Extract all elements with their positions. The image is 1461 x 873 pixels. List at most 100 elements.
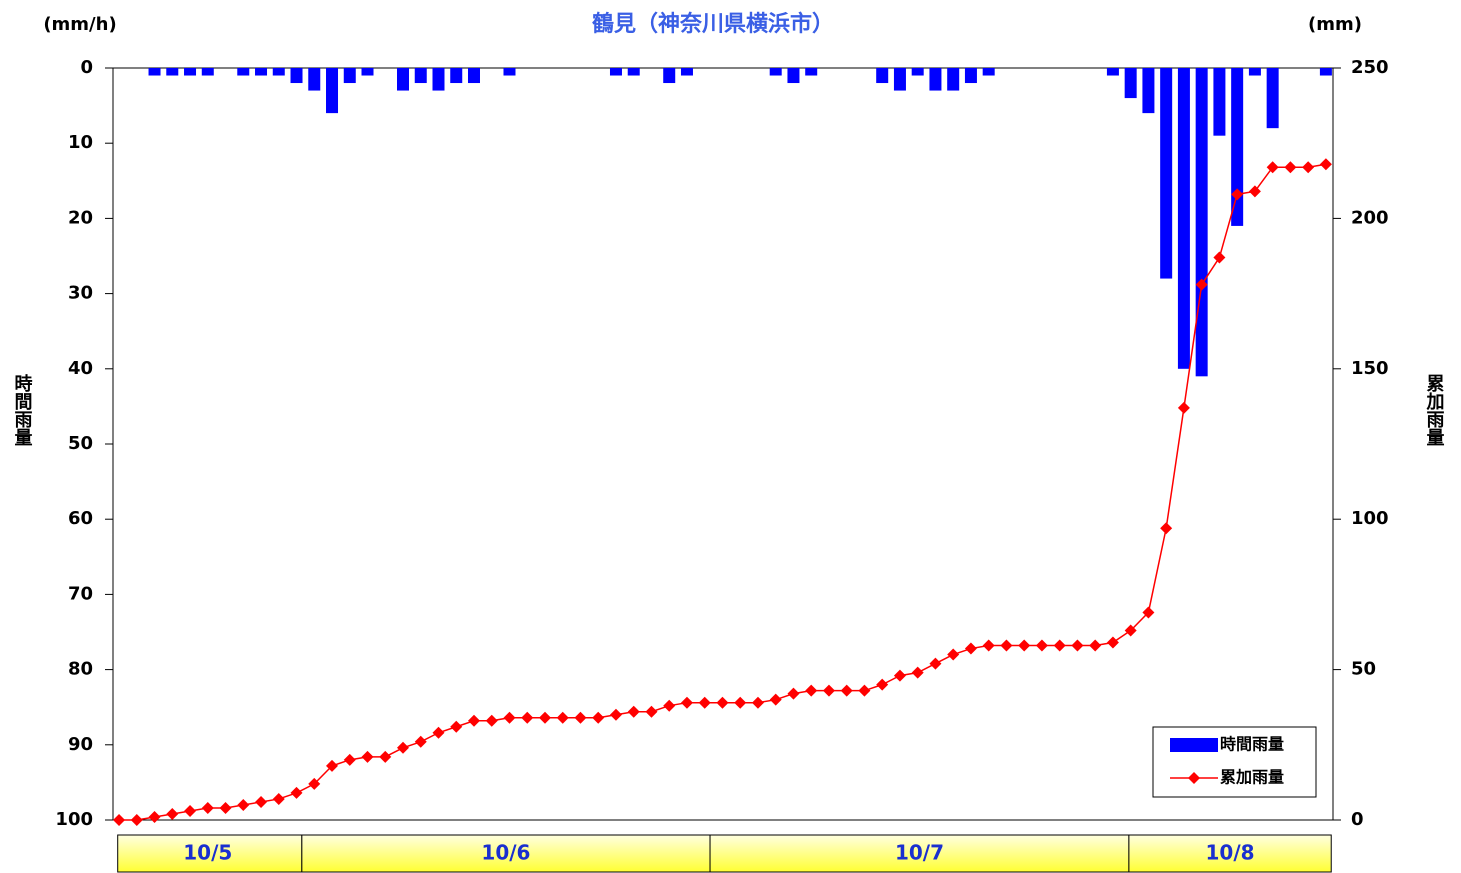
marker	[716, 696, 729, 709]
marker	[645, 705, 658, 718]
marker	[734, 696, 747, 709]
bar	[450, 68, 463, 84]
bar	[1231, 68, 1244, 226]
y-unit: (mm/h)	[43, 14, 116, 35]
date-label: 10/5	[183, 841, 232, 865]
marker	[1231, 188, 1244, 201]
bar	[1248, 68, 1261, 76]
y-tick-label: 90	[68, 734, 93, 755]
bar	[148, 68, 161, 76]
bar	[326, 68, 339, 114]
bar	[308, 68, 321, 91]
bar	[397, 68, 410, 91]
marker	[574, 711, 587, 724]
bar	[1213, 68, 1226, 136]
marker	[1248, 185, 1261, 198]
bar	[947, 68, 960, 91]
bar	[237, 68, 250, 76]
marker	[503, 711, 516, 724]
y2-tick-label: 200	[1351, 207, 1389, 228]
marker	[1284, 161, 1297, 174]
marker	[680, 696, 693, 709]
marker	[1160, 522, 1173, 535]
marker	[326, 759, 339, 772]
marker	[450, 720, 463, 733]
marker	[1106, 636, 1119, 649]
marker	[947, 648, 960, 661]
marker	[219, 801, 232, 814]
marker	[148, 810, 161, 823]
bar	[432, 68, 445, 91]
marker	[343, 753, 356, 766]
bar	[361, 68, 374, 76]
marker	[911, 666, 924, 679]
y2-unit: (mm)	[1308, 14, 1362, 35]
y-tick-label: 60	[68, 508, 93, 529]
date-band	[1128, 834, 1332, 873]
marker	[698, 696, 711, 709]
marker	[982, 639, 995, 652]
marker	[929, 657, 942, 670]
bar	[680, 68, 693, 76]
marker	[1018, 639, 1031, 652]
marker	[1266, 161, 1279, 174]
bar	[166, 68, 179, 76]
bar	[184, 68, 197, 76]
bar	[1319, 68, 1332, 76]
y-tick-label: 100	[55, 809, 93, 830]
marker	[858, 684, 871, 697]
bar	[911, 68, 924, 76]
marker	[538, 711, 551, 724]
bar	[467, 68, 480, 84]
bar	[964, 68, 977, 84]
bar	[1106, 68, 1119, 76]
marker	[379, 750, 392, 763]
bar	[663, 68, 676, 84]
y-tick-label: 40	[68, 358, 93, 379]
y2-tick-label: 50	[1351, 659, 1376, 680]
y2-tick-label: 0	[1351, 809, 1364, 830]
date-label: 10/6	[481, 841, 530, 865]
y-tick-label: 30	[68, 283, 93, 304]
legend-swatch	[1170, 738, 1218, 752]
bar	[787, 68, 800, 84]
marker	[751, 696, 764, 709]
marker	[361, 750, 374, 763]
marker	[201, 801, 214, 814]
marker	[184, 804, 197, 817]
legend-marker	[1188, 772, 1200, 784]
marker	[272, 792, 285, 805]
bar	[201, 68, 214, 76]
y-tick-label: 10	[68, 132, 93, 153]
marker	[840, 684, 853, 697]
bar	[805, 68, 818, 76]
bar	[272, 68, 285, 76]
bar	[1195, 68, 1208, 377]
marker	[1319, 158, 1332, 171]
marker	[432, 726, 445, 739]
date-band	[301, 834, 711, 873]
y-tick-label: 50	[68, 433, 93, 454]
y-tick-label: 70	[68, 583, 93, 604]
bar	[893, 68, 906, 91]
y-tick-label: 80	[68, 659, 93, 680]
bar	[255, 68, 268, 76]
marker	[1053, 639, 1066, 652]
y-tick-label: 20	[68, 207, 93, 228]
bar	[343, 68, 356, 84]
bar	[503, 68, 516, 76]
marker	[556, 711, 569, 724]
legend-label: 累加雨量	[1220, 768, 1284, 787]
line	[119, 163, 1327, 821]
y2-axis-title: 累加雨量	[1424, 374, 1446, 446]
y-axis-title: 時間雨量	[12, 374, 33, 446]
y-tick-label: 0	[80, 57, 93, 78]
marker	[1071, 639, 1084, 652]
marker	[237, 798, 250, 811]
marker	[414, 735, 427, 748]
bar	[982, 68, 995, 76]
marker	[308, 777, 321, 790]
marker	[822, 684, 835, 697]
marker	[805, 684, 818, 697]
